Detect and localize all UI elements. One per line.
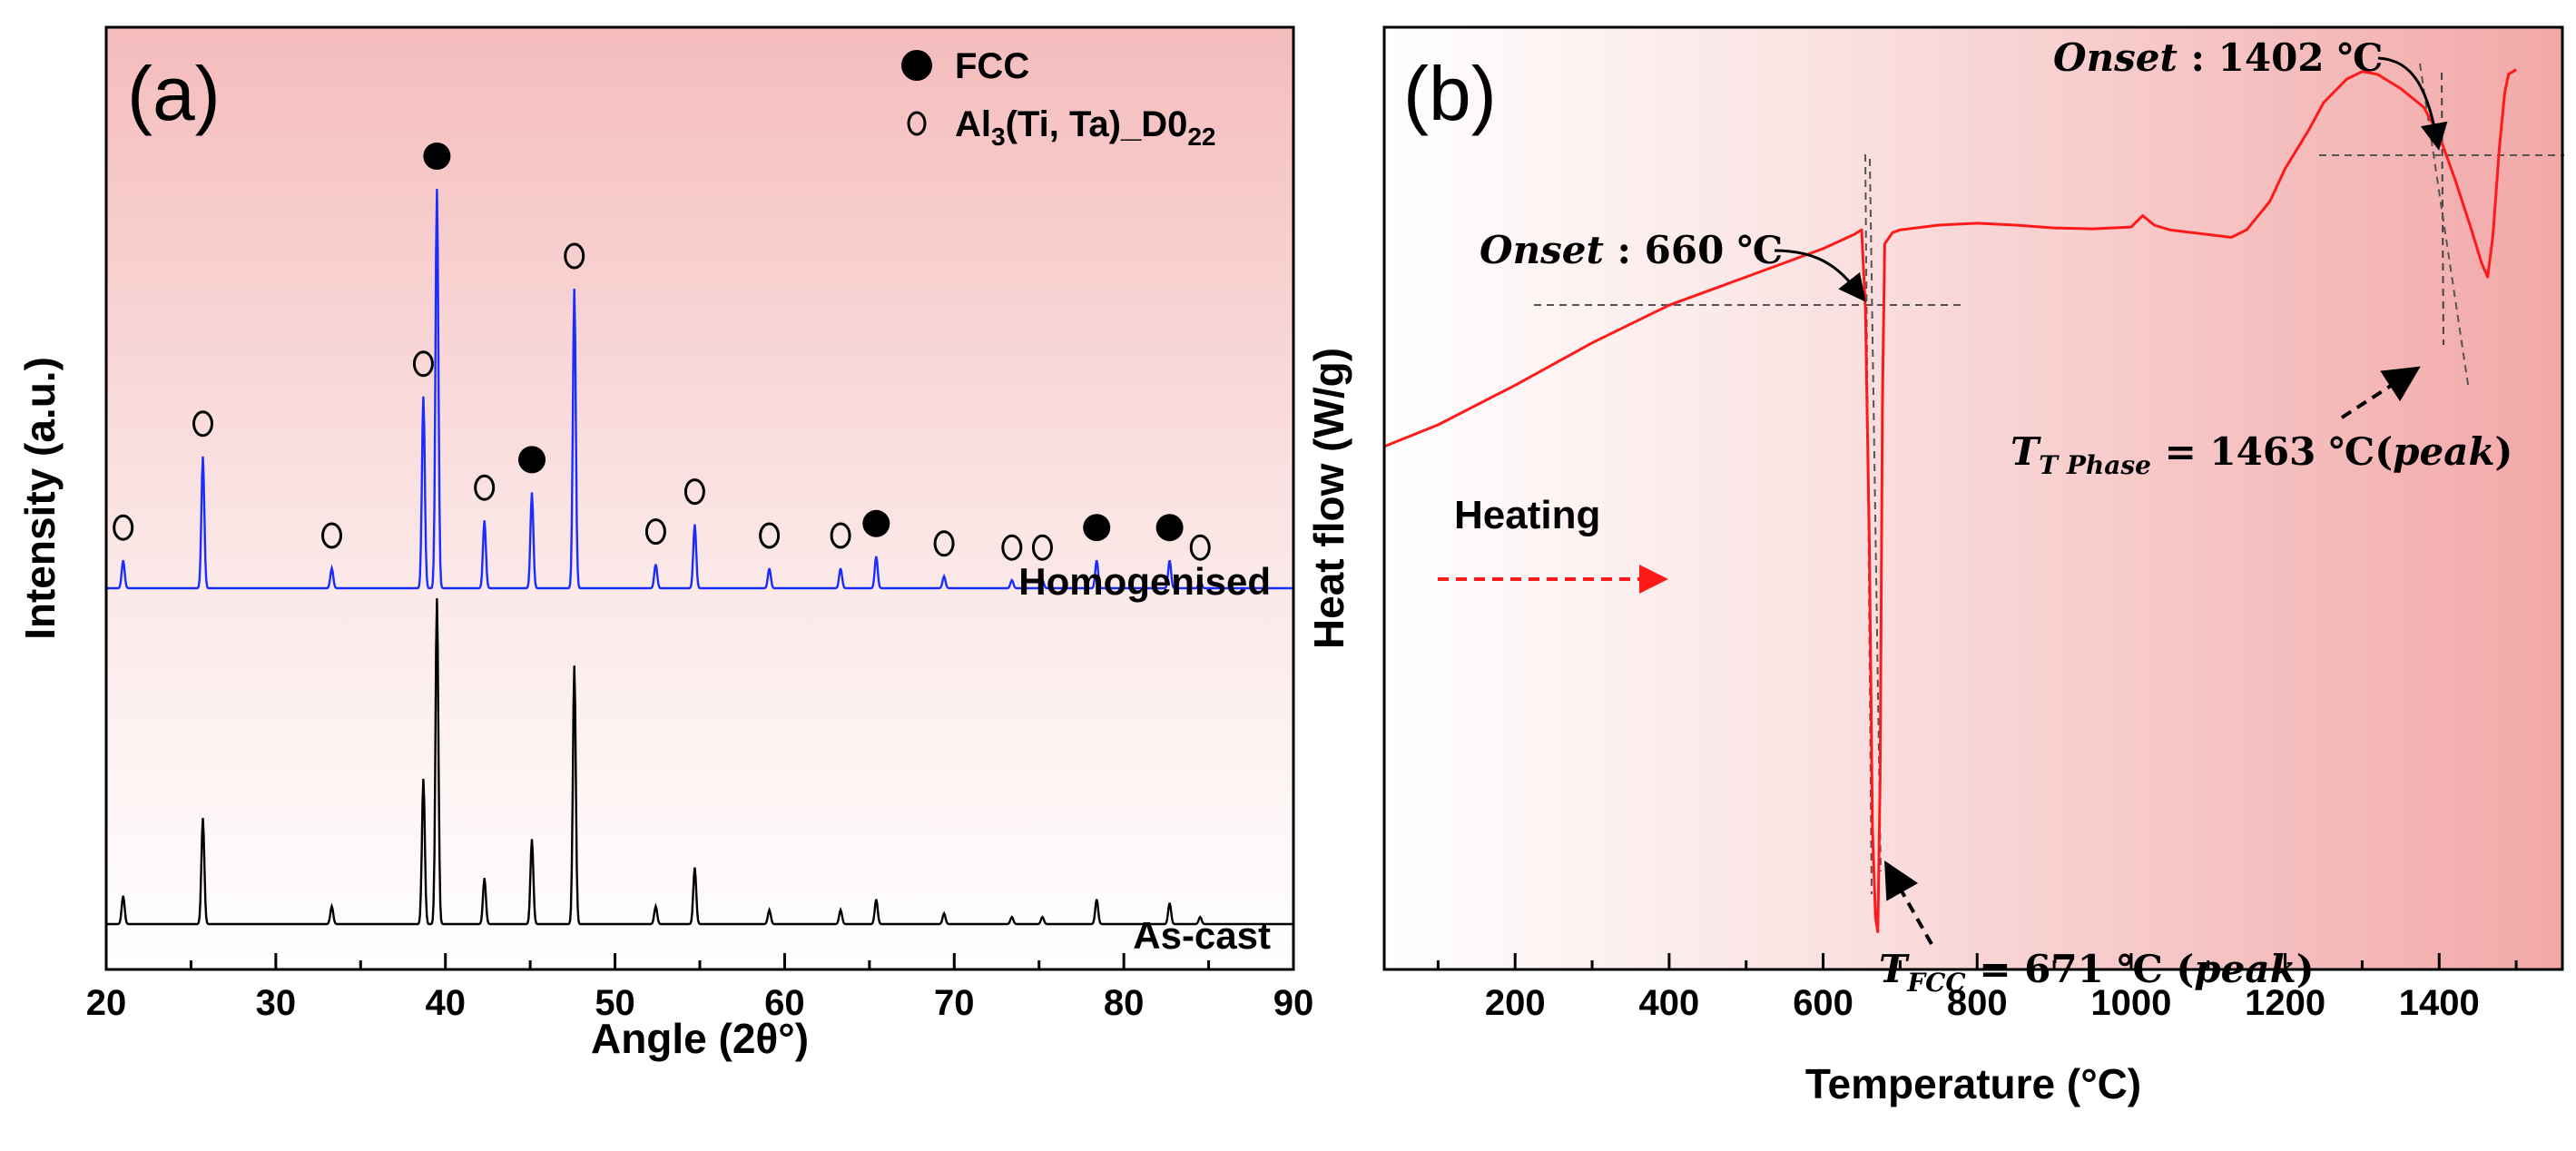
dsc-x-axis-title: Temperature (°C) [1805, 1060, 2141, 1107]
d022-peak-marker [1189, 534, 1211, 561]
series-label-as-cast: As-cast [1133, 914, 1271, 957]
ttphase-annotation: TT Phase = 1463 ℃(peak) [2011, 429, 2512, 480]
fcc-peak-marker [1155, 514, 1184, 542]
dsc-panel: 200 400 600 800 1000 1200 1400 (b) Onset : 660… [1305, 25, 2564, 1107]
dsc-x-tick-label: 1400 [2399, 983, 2480, 1023]
series-line-as-cast [106, 598, 1293, 926]
panel-label-a: (a) [127, 51, 221, 136]
dsc-heat-flow-line [1383, 68, 2517, 933]
d022-peak-marker [113, 514, 134, 541]
d022-peak-marker [830, 522, 851, 549]
xrd-panel: 20 30 40 50 60 70 80 90 (a) FCC Al3(Ti, Ta)_D02… [16, 25, 1314, 1062]
onset2-arrow [2377, 56, 2448, 151]
fcc-peak-marker [1083, 514, 1111, 542]
d022-peak-marker [933, 530, 955, 557]
d022-peak-marker [474, 474, 496, 501]
heating-label: Heating [1454, 493, 1600, 537]
tfcc-arrow [1884, 861, 1933, 945]
d022-peak-marker [412, 350, 434, 378]
legend-d022-marker [907, 111, 927, 136]
legend-fcc-label: FCC [955, 46, 1029, 86]
xrd-x-tick-label: 20 [86, 983, 127, 1023]
dsc-x-tick-label: 600 [1793, 983, 1853, 1023]
dsc-x-tick-label: 200 [1485, 983, 1546, 1023]
onset1-annotation: Onset : 660 ℃ [1480, 228, 1783, 272]
fcc-peak-marker [862, 509, 890, 537]
d022-peak-marker [759, 522, 781, 549]
dsc-x-tick-label: 1000 [2090, 983, 2171, 1023]
onset2-annotation: Onset : 1402 ℃ [2053, 35, 2383, 80]
ttphase-arrow [2340, 366, 2421, 419]
d022-peak-marker [192, 410, 214, 438]
d022-peak-marker [1031, 534, 1053, 561]
onset1-tangent-b [1869, 158, 1882, 872]
onset2-tangent [2419, 63, 2470, 391]
xrd-x-tick-label: 90 [1273, 983, 1314, 1023]
xrd-y-axis-title: Intensity (a.u.) [16, 357, 64, 640]
dsc-x-tick-label: 1200 [2245, 983, 2325, 1023]
fcc-peak-marker [518, 446, 546, 474]
xrd-x-tick-label: 40 [425, 983, 466, 1023]
xrd-x-tick-label: 60 [764, 983, 805, 1023]
xrd-x-tick-label: 50 [595, 983, 635, 1023]
d022-peak-marker [321, 522, 343, 549]
legend-d022-label: Al3(Ti, Ta)_D022 [955, 104, 1216, 151]
xrd-legend: FCC Al3(Ti, Ta)_D022 [901, 46, 1216, 151]
series-line-homogenised [106, 188, 1293, 590]
xrd-x-tick-label: 30 [256, 983, 297, 1023]
series-label-homogenised: Homogenised [1018, 560, 1271, 603]
panel-label-b: (b) [1403, 51, 1497, 136]
dsc-x-tick-label: 800 [1947, 983, 2008, 1023]
d022-peak-marker [564, 242, 585, 270]
d022-peak-marker [644, 518, 666, 546]
fcc-peak-marker [423, 143, 451, 170]
dsc-plot-background [1384, 27, 2562, 969]
xrd-x-tick-label: 70 [934, 983, 975, 1023]
dsc-plot-frame [1382, 25, 2564, 971]
xrd-plot-background [106, 27, 1293, 969]
tfcc-annotation: TFCC = 671 ℃ (peak) [1879, 947, 2315, 998]
dsc-x-tick-label: 400 [1639, 983, 1700, 1023]
dsc-y-axis-title: Heat flow (W/g) [1305, 348, 1352, 649]
onset1-arrow [1774, 249, 1866, 302]
xrd-x-axis-title: Angle (2θ°) [591, 1015, 809, 1062]
xrd-x-tick-label: 80 [1104, 983, 1145, 1023]
d022-peak-marker [683, 478, 705, 506]
legend-fcc-marker [901, 50, 932, 81]
d022-peak-marker [1001, 534, 1023, 561]
